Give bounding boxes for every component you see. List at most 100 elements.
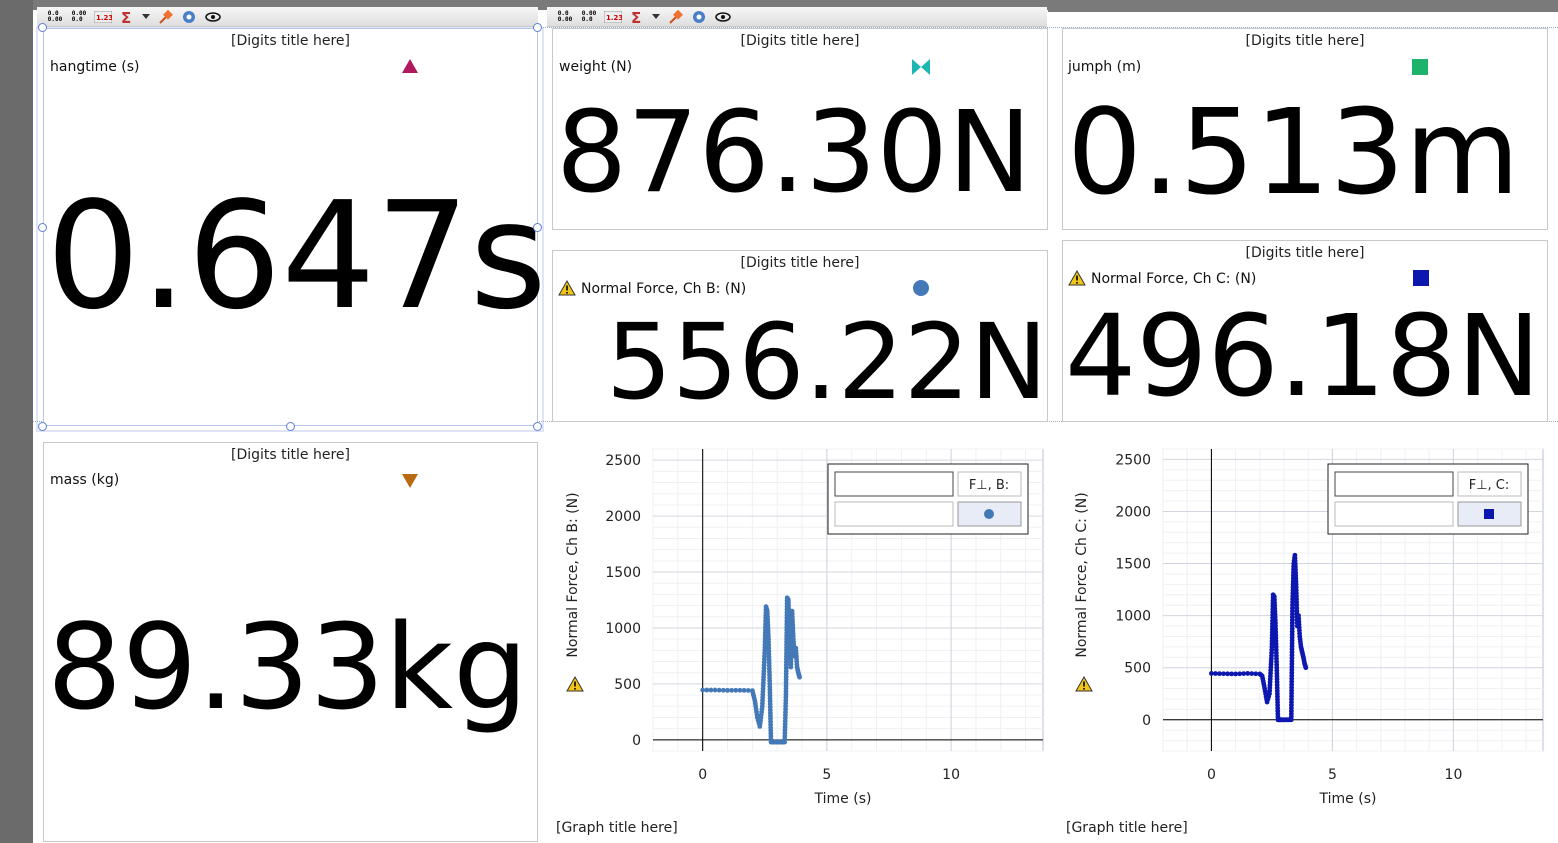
pin-icon[interactable]	[155, 9, 175, 25]
data-point	[1241, 671, 1247, 676]
x-tick-label: 5	[1328, 767, 1337, 783]
resize-handle-br[interactable]	[533, 422, 542, 431]
meter-value-hangtime: 0.647s	[46, 170, 547, 342]
svg-text:Σ: Σ	[631, 10, 641, 24]
data-point	[700, 687, 706, 693]
meter-value-weight: 876.30N	[556, 88, 1032, 218]
resize-handle-bm[interactable]	[286, 422, 295, 431]
resize-handle-mr[interactable]	[533, 223, 542, 232]
legend-label-cell	[1457, 471, 1522, 497]
y-tick-label: 2500	[605, 453, 641, 469]
y-tick-label: 2000	[1115, 504, 1151, 520]
data-point	[1245, 671, 1251, 676]
digits-1-23-icon[interactable]: 1.23	[603, 9, 623, 25]
warning-icon	[1068, 270, 1086, 286]
data-point	[1229, 671, 1234, 677]
data-point	[1209, 671, 1214, 676]
sensor-label-normal-force-c: Normal Force, Ch C: (N)	[1091, 271, 1257, 287]
digits-title: [Digits title here]	[231, 33, 350, 49]
digits-1-23-icon[interactable]: 1.23	[93, 9, 113, 25]
y-tick-label: 500	[614, 677, 641, 693]
legend-name-field	[1334, 471, 1454, 497]
digits-title: [Digits title here]	[1245, 33, 1365, 49]
settings-gear-icon[interactable]	[179, 9, 199, 25]
stats-icon[interactable]: 0.0 0.00	[557, 9, 573, 23]
dropdown-arrow-icon[interactable]	[141, 9, 151, 25]
meter-jumph[interactable]: [Digits title here] jumph (m) 0.513m	[1062, 28, 1548, 230]
graph-title-b: [Graph title here]	[556, 820, 678, 836]
resize-handle-tl[interactable]	[38, 23, 47, 32]
x-tick-label: 10	[1445, 767, 1463, 783]
window-top-edge	[33, 0, 1558, 10]
stats-reset-icon[interactable]: 0.00 0.0	[581, 9, 597, 23]
x-axis-label: Time (s)	[814, 791, 872, 807]
square-marker-icon	[1413, 270, 1429, 286]
window-left-edge	[0, 0, 33, 843]
y-tick-label: 2000	[605, 509, 641, 525]
graph-normal-force-b[interactable]: 0 5 10 0 500 1000 1500 2000 2500 Time (s) Normal F…	[553, 443, 1053, 808]
svg-text:1.23: 1.23	[96, 14, 112, 22]
sum-icon[interactable]: Σ	[117, 9, 137, 25]
digits-title: [Digits title here]	[740, 255, 860, 271]
data-point	[733, 687, 739, 693]
svg-text:1.23: 1.23	[606, 14, 622, 22]
legend-name-field-2	[1334, 501, 1454, 527]
x-tick-label: 5	[822, 767, 831, 783]
data-point	[704, 687, 710, 693]
warning-icon	[566, 675, 584, 692]
meter-normal-force-c[interactable]: [Digits title here] Normal Force, Ch C: …	[1062, 240, 1548, 422]
data-point	[1221, 671, 1226, 677]
meter-hangtime[interactable]: [Digits title here] hangtime (s) 0.647s	[43, 28, 547, 426]
svg-text:Σ: Σ	[121, 10, 131, 24]
resize-handle-tr[interactable]	[533, 23, 542, 32]
y-tick-label: 0	[1142, 713, 1151, 729]
y-tick-label: 500	[1124, 661, 1151, 677]
dropdown-arrow-icon[interactable]	[651, 9, 661, 25]
visibility-eye-icon[interactable]	[203, 9, 223, 25]
y-tick-label: 1500	[605, 565, 641, 581]
settings-gear-icon[interactable]	[689, 9, 709, 25]
resize-handle-bl[interactable]	[38, 422, 47, 431]
sensor-label-hangtime: hangtime (s)	[50, 59, 140, 75]
x-tick-label: 0	[698, 767, 707, 783]
resize-handle-ml[interactable]	[38, 223, 47, 232]
legend-label-cell	[957, 471, 1022, 497]
sensor-label-normal-force-b: Normal Force, Ch B: (N)	[581, 281, 747, 297]
meter-normal-force-b[interactable]: [Digits title here] Normal Force, Ch B: …	[552, 250, 1048, 422]
meter-value-jumph: 0.513m	[1067, 83, 1520, 221]
layout-divider-top	[540, 27, 1558, 28]
legend-name-field	[834, 471, 954, 497]
digits-title: [Digits title here]	[740, 33, 860, 49]
graph-title-c: [Graph title here]	[1066, 820, 1188, 836]
x-tick-label: 0	[1207, 767, 1216, 783]
legend-label: F⊥, C:	[1469, 478, 1510, 493]
window-top-edge-right	[1048, 10, 1558, 12]
bowtie-marker-icon	[912, 59, 930, 75]
data-point	[708, 687, 714, 693]
y-axis-label: Normal Force, Ch C: (N)	[1074, 492, 1090, 657]
x-tick-label: 10	[942, 767, 960, 783]
data-point	[1303, 665, 1309, 671]
visibility-eye-icon[interactable]	[713, 9, 733, 25]
triangle-up-marker-icon	[402, 59, 418, 73]
graph-normal-force-c[interactable]: 0 5 10 0 500 1000 1500 2000 2500 Time (s) Normal F…	[1063, 443, 1558, 808]
data-point	[712, 687, 718, 693]
legend-name-field-2	[834, 501, 954, 527]
stats-icon[interactable]: 0.0 0.00	[47, 9, 63, 23]
stats-reset-icon[interactable]: 0.00 0.0	[71, 9, 87, 23]
meter-value-normal-force-c: 496.18N	[1065, 292, 1541, 422]
meter-weight[interactable]: [Digits title here] weight (N) 876.30N	[552, 28, 1048, 230]
pin-icon[interactable]	[665, 9, 685, 25]
data-point	[1253, 671, 1259, 677]
meter-toolbar-right: 0.0 0.00 0.00 0.0 1.23 Σ	[547, 7, 1047, 27]
data-point	[716, 687, 722, 693]
data-point	[1217, 671, 1222, 677]
triangle-down-marker-icon	[402, 474, 418, 488]
digits-title: [Digits title here]	[1245, 245, 1365, 261]
data-point	[797, 674, 802, 680]
legend-circle-marker-icon	[984, 509, 994, 519]
sum-icon[interactable]: Σ	[627, 9, 647, 25]
meter-value-normal-force-b: 556.22N	[606, 301, 1048, 423]
y-tick-label: 0	[632, 733, 641, 749]
meter-mass[interactable]: [Digits title here] mass (kg) 89.33kg	[43, 442, 538, 842]
